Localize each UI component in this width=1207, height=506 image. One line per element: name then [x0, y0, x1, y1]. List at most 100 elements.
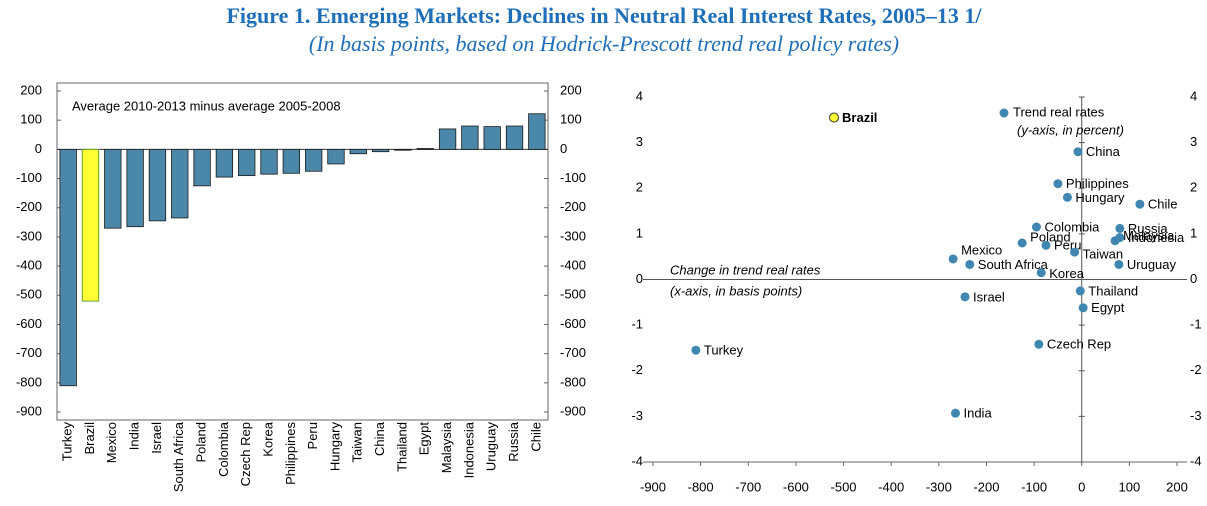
y-tick-label-right: 4 [1190, 88, 1197, 103]
legend-label: Trend real rates [1013, 104, 1105, 119]
point [1017, 238, 1027, 248]
point [965, 259, 975, 269]
y-tick-label-right: -700 [560, 345, 586, 360]
y-tick-label: -4 [631, 453, 643, 468]
point [1075, 286, 1085, 296]
point [1053, 179, 1063, 189]
x-tick-label: -800 [688, 479, 714, 494]
point-label: India [963, 406, 992, 421]
point-label: Korea [1049, 266, 1084, 281]
point [1115, 223, 1125, 233]
x-tick-label: -400 [878, 479, 904, 494]
bar [528, 113, 546, 150]
x-tick-label: Indonesia [461, 421, 476, 478]
y-tick-label: 3 [636, 134, 643, 149]
x-tick-label: 0 [1078, 479, 1085, 494]
bar [461, 125, 479, 150]
y-tick-label-right: 3 [1190, 134, 1197, 149]
point-label: Poland [1030, 229, 1070, 244]
bar [327, 148, 345, 165]
x-tick-label: 200 [1166, 479, 1188, 494]
point [1036, 268, 1046, 278]
bar [148, 148, 167, 222]
x-tick-label: Taiwan [350, 422, 365, 462]
figure-title: Figure 1. Emerging Markets: Declines in … [226, 3, 982, 28]
x-tick-label: -500 [831, 479, 857, 494]
x-axis-label: Change in trend real rates [670, 262, 821, 277]
y-tick-label-right: 100 [560, 112, 582, 127]
point [691, 345, 701, 355]
y-tick-label-right: -100 [560, 170, 586, 185]
point [1135, 199, 1145, 209]
y-tick-label-right: -4 [1190, 453, 1202, 468]
y-tick-label-right: -1 [1190, 317, 1202, 332]
point-label: Czech Rep [1047, 337, 1111, 352]
point-label: Hungary [1075, 190, 1125, 205]
bar [282, 148, 300, 174]
point [829, 112, 840, 123]
x-tick-label: Colombia [216, 421, 231, 477]
point-label: South Africa [978, 257, 1049, 272]
x-tick-label: Korea [260, 421, 275, 456]
x-tick-label: India [127, 421, 142, 450]
x-tick-label: Philippines [283, 422, 298, 485]
y-tick-label: 1 [636, 225, 643, 240]
plot-frame [56, 82, 549, 421]
y-tick-label-right: 1 [1190, 225, 1197, 240]
y-tick-label: -900 [16, 403, 42, 418]
bar [394, 148, 412, 151]
point [948, 254, 958, 264]
x-tick-label: Israel [149, 422, 164, 454]
point [1078, 303, 1088, 313]
y-tick-label-right: -600 [560, 316, 586, 331]
x-tick-label: China [372, 421, 387, 456]
bar [260, 148, 278, 175]
bar [104, 148, 122, 229]
x-tick-label: -200 [973, 479, 999, 494]
point-label: Israel [973, 289, 1005, 304]
bar [193, 148, 211, 187]
x-tick-label: -300 [926, 479, 952, 494]
y-tick-label: -200 [16, 199, 42, 214]
x-tick-label: Poland [194, 422, 209, 462]
x-tick-label: Turkey [60, 422, 75, 462]
point-label: Egypt [1091, 300, 1125, 315]
y-tick-label: -400 [16, 258, 42, 273]
bar [416, 148, 434, 150]
y-tick-label: -3 [631, 408, 643, 423]
y-tick-label-right: -2 [1190, 362, 1202, 377]
y-tick-label-right: -500 [560, 287, 586, 302]
x-tick-label: Russia [506, 421, 521, 462]
x-tick-label: Hungary [327, 422, 342, 472]
bar [126, 148, 144, 228]
y-tick-label: -2 [631, 362, 643, 377]
point [1073, 147, 1083, 157]
y-tick-label-right: 2 [1190, 180, 1197, 195]
annotation: Average 2010-2013 minus average 2005-200… [72, 98, 341, 113]
y-tick-label: -800 [16, 374, 42, 389]
y-tick-label-right: 0 [560, 141, 567, 156]
point-label: Uruguay [1127, 257, 1177, 272]
point-label: Chile [1148, 197, 1178, 212]
legend-marker [999, 108, 1009, 118]
point-label: Taiwan [1083, 247, 1123, 262]
y-tick-label: -500 [16, 287, 42, 302]
x-tick-label: Uruguay [484, 422, 499, 472]
y-tick-label: 2 [636, 180, 643, 195]
point-label: Malaysia [1123, 228, 1175, 243]
y-tick-label-right: -900 [560, 403, 586, 418]
y-tick-label: -300 [16, 228, 42, 243]
bar [438, 128, 457, 150]
x-tick-label: Peru [305, 422, 320, 449]
y-tick-label: -700 [16, 345, 42, 360]
y-tick-label: 100 [20, 112, 42, 127]
y-tick-label: 0 [35, 141, 42, 156]
x-tick-label: Czech Rep [238, 422, 253, 486]
bar [81, 148, 100, 302]
y-tick-label-right: 0 [1190, 271, 1197, 286]
y-tick-label-right: 200 [560, 82, 582, 97]
bar [349, 148, 367, 155]
bar [483, 126, 501, 150]
bar [171, 148, 189, 219]
